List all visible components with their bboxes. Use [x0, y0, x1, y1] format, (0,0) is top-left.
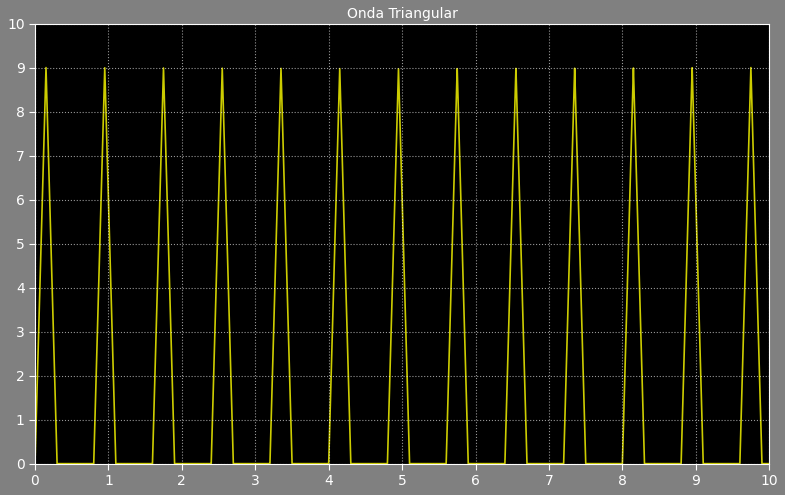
Title: Onda Triangular: Onda Triangular	[347, 7, 458, 21]
